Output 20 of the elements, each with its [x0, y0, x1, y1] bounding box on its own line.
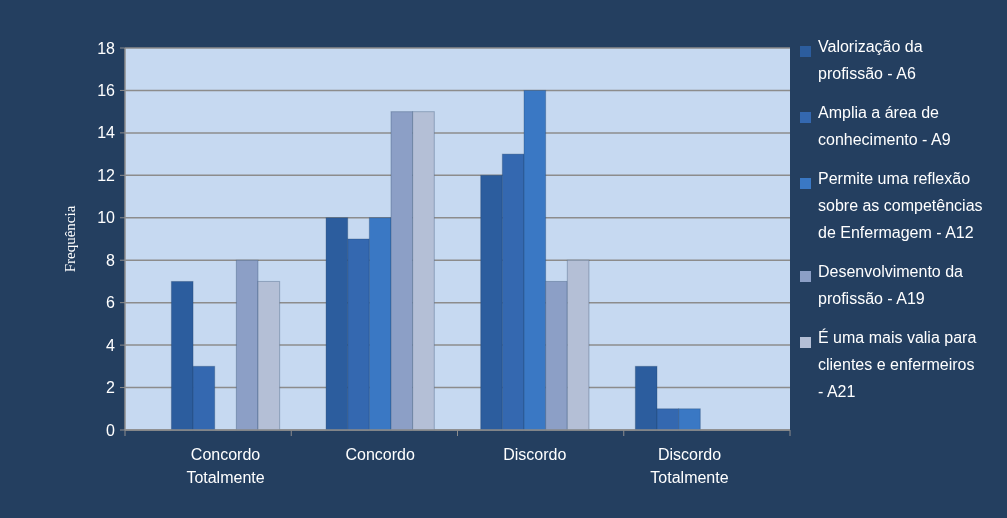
- y-tick-label: 4: [106, 336, 116, 354]
- y-tick-label: 2: [106, 379, 116, 397]
- y-tick-label: 6: [106, 294, 116, 312]
- y-axis-title: Frequência: [62, 205, 78, 273]
- legend-label: Amplia a área de conhecimento - A9: [818, 104, 951, 148]
- y-tick-label: 12: [97, 166, 116, 184]
- legend-label: Valorização da profissão - A6: [818, 38, 923, 82]
- y-tick-label: 0: [106, 421, 116, 439]
- x-tick-label: Discordo: [503, 446, 567, 463]
- x-tick-label: Concordo Totalmente: [186, 446, 265, 486]
- y-tick-label: 8: [106, 251, 116, 269]
- y-tick-label: 18: [97, 39, 116, 57]
- y-tick-label: 14: [97, 124, 116, 142]
- legend-label: É uma mais valia para clientes e enfermeiros - A21: [818, 328, 977, 400]
- x-tick-label: Discordo Totalmente: [650, 446, 729, 486]
- y-tick-label: 16: [97, 82, 116, 100]
- y-tick-label: 10: [97, 209, 116, 227]
- legend-label: Desenvolvimento da profissão - A19: [818, 263, 964, 307]
- legend-label: Permite uma reflexão sobre as competências de Enfermagem - A12: [818, 170, 983, 241]
- x-tick-label: Concordo: [345, 446, 415, 463]
